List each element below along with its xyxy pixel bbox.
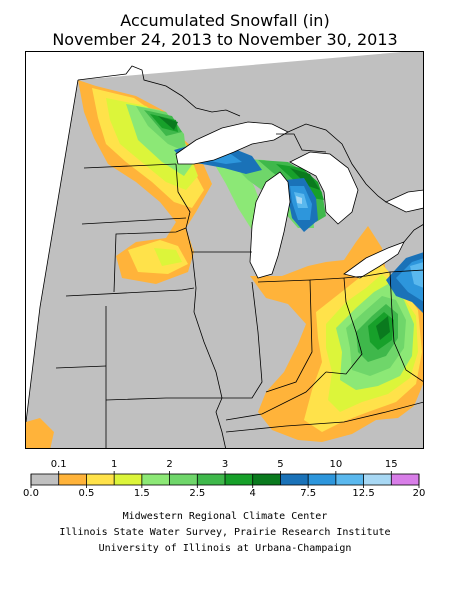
legend-swatch xyxy=(280,474,309,485)
snow-4-5 xyxy=(158,116,390,340)
great-lakes xyxy=(175,121,423,279)
international-border xyxy=(77,65,423,243)
legend-label-bottom: 12.5 xyxy=(352,488,375,499)
lake-huron xyxy=(289,151,359,225)
color-legend: 0.1 1 2 3 5 10 15 0.0 0.5 1.5 2.5 4 7.5 12.5 20 xyxy=(0,455,450,505)
legend-label-top: 2 xyxy=(166,459,173,470)
lake-michigan xyxy=(249,171,291,279)
legend-label-top: 1 xyxy=(110,459,118,470)
legend-swatch xyxy=(391,474,420,485)
legend-swatch xyxy=(197,474,226,485)
legend-label-bottom: 1.5 xyxy=(133,488,150,499)
state-borders xyxy=(26,79,423,448)
legend-label-bottom: 20 xyxy=(412,488,426,499)
lake-superior xyxy=(175,121,289,165)
legend-swatch xyxy=(141,474,170,485)
legend-label-top: 0.1 xyxy=(50,459,67,470)
legend-label-bottom: 0.5 xyxy=(78,488,95,499)
map-title: Accumulated Snowfall (in) xyxy=(120,11,330,30)
legend-swatch xyxy=(308,474,337,485)
legend-swatch xyxy=(169,474,198,485)
legend-bar xyxy=(30,471,420,488)
snow-12.5-15 xyxy=(296,196,302,204)
legend-swatch xyxy=(252,474,281,485)
legend-label-top: 10 xyxy=(329,459,343,470)
credit-mrcc: Midwestern Regional Climate Center xyxy=(122,511,328,522)
credit-isws: Illinois State Water Survey, Prairie Res… xyxy=(59,527,391,538)
legend-label-top: 5 xyxy=(277,459,284,470)
legend-label-bottom: 2.5 xyxy=(189,488,206,499)
map-canvas xyxy=(26,52,423,448)
lake-ontario xyxy=(385,189,423,213)
legend-swatch xyxy=(31,474,60,485)
credit-uiuc: University of Illinois at Urbana-Champai… xyxy=(98,543,352,554)
legend-label-bottom: 0.0 xyxy=(23,488,39,499)
legend-label-bottom: 7.5 xyxy=(300,488,317,499)
legend-label-top: 3 xyxy=(221,459,229,470)
legend-swatch xyxy=(86,474,115,485)
legend-swatch xyxy=(335,474,364,485)
legend-swatch xyxy=(114,474,143,485)
legend-swatch xyxy=(225,474,254,485)
legend-label-bottom: 4 xyxy=(249,488,256,499)
map-date-range: November 24, 2013 to November 30, 2013 xyxy=(52,30,398,49)
legend-label-top: 15 xyxy=(384,459,398,470)
legend-swatch xyxy=(363,474,392,485)
snowfall-map xyxy=(25,51,424,449)
legend-swatch xyxy=(58,474,87,485)
